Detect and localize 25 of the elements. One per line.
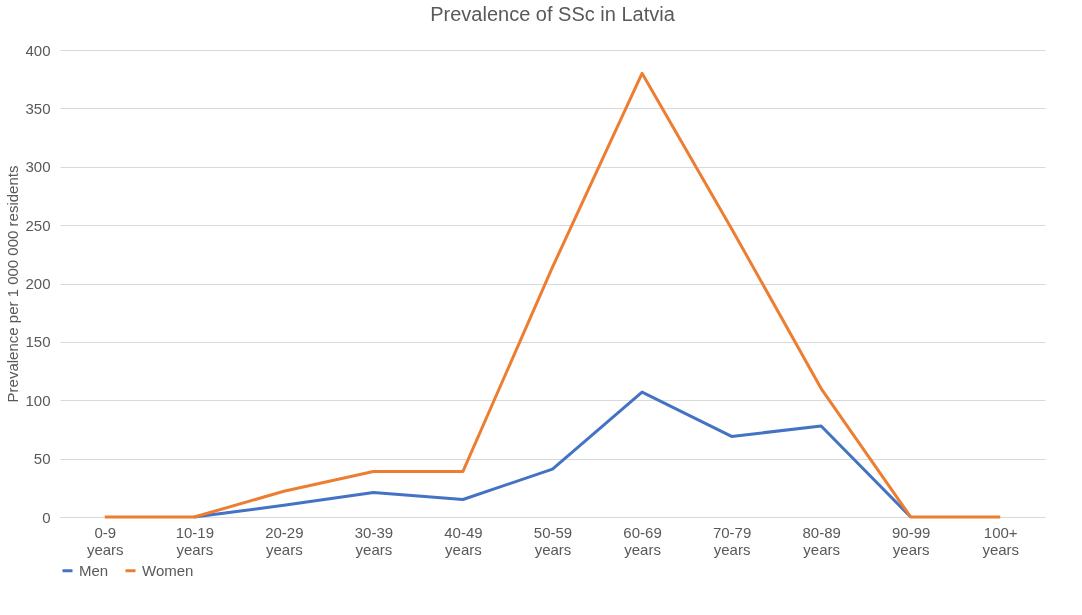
y-tick-label: 300 — [25, 158, 51, 176]
x-tick-label: 80-89 years — [802, 523, 841, 558]
x-tick-label: 20-29 years — [265, 523, 304, 558]
y-axis-title: Prevalence per 1 000 000 residents — [4, 165, 22, 403]
y-tick-label: 100 — [25, 391, 51, 409]
x-tick-label: 50-59 years — [533, 523, 573, 558]
line-series — [103, 71, 1002, 519]
x-tick-label: 90-99 years — [891, 523, 931, 558]
x-tick-label: 10-19 years — [175, 523, 215, 558]
y-tick-label: 250 — [25, 216, 51, 234]
x-tick-label: 70-79 years — [712, 523, 752, 558]
chart-title: Prevalence of SSc in Latvia — [430, 3, 676, 25]
x-tick-label: 30-39 years — [354, 523, 394, 558]
x-tick-label: 40-49 years — [444, 523, 483, 558]
x-tick-label: 100+ years — [982, 523, 1020, 558]
x-tick-label: 60-69 years — [623, 523, 662, 558]
y-tick-label: 150 — [25, 333, 51, 351]
y-tick-label: 0 — [42, 508, 51, 526]
x-tick-label: 0-9 years — [86, 523, 124, 558]
legend-label: Women — [142, 561, 194, 579]
y-tick-label: 200 — [25, 275, 51, 292]
y-tick-label: 400 — [25, 41, 51, 59]
y-tick-label: 350 — [25, 99, 51, 117]
y-tick-label: 50 — [33, 450, 51, 468]
legend-label: Men — [79, 561, 109, 579]
